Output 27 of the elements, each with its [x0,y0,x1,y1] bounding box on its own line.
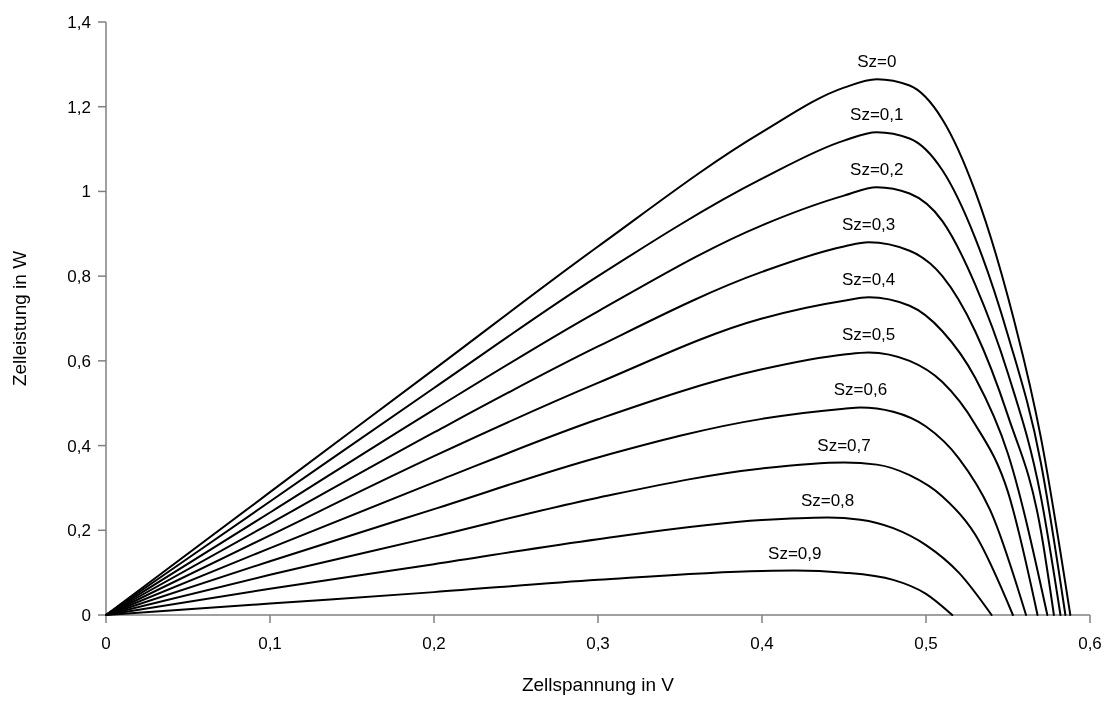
x-tick-label: 0,1 [258,634,282,653]
x-tick-label: 0 [101,634,111,653]
x-tick-label: 0,6 [1078,634,1102,653]
x-axis-title: Zellspannung in V [521,674,675,695]
y-tick-label: 0,8 [67,267,91,287]
y-tick-label: 1,4 [67,13,91,32]
series-label: Sz=0,6 [833,380,888,400]
series-label: Sz=0,7 [817,435,871,455]
x-tick-label: 0,2 [422,634,446,653]
x-tick-label: 0,5 [914,634,938,653]
y-tick-label: 0 [81,606,91,625]
series-label: Sz=0,9 [768,543,822,563]
series-label: Sz=0,4 [841,270,896,290]
series-label: Sz=0,5 [841,325,896,345]
series-label: Sz=0,8 [800,490,855,510]
series-label: Sz=0 [857,52,897,72]
y-tick-label: 0,4 [67,436,91,456]
x-tick-label: 0,4 [750,634,774,653]
y-tick-label: 0,6 [67,351,91,371]
y-tick-label: 0,2 [67,521,91,541]
series-label: Sz=0,3 [841,215,896,235]
y-tick-label: 1,2 [67,97,91,117]
y-tick-label: 1 [81,182,91,202]
x-tick-label: 0,3 [586,634,610,653]
y-axis-title: Zelleistung in W [9,250,30,387]
series-label: Sz=0,1 [850,105,904,125]
series-label: Sz=0,2 [850,160,904,180]
